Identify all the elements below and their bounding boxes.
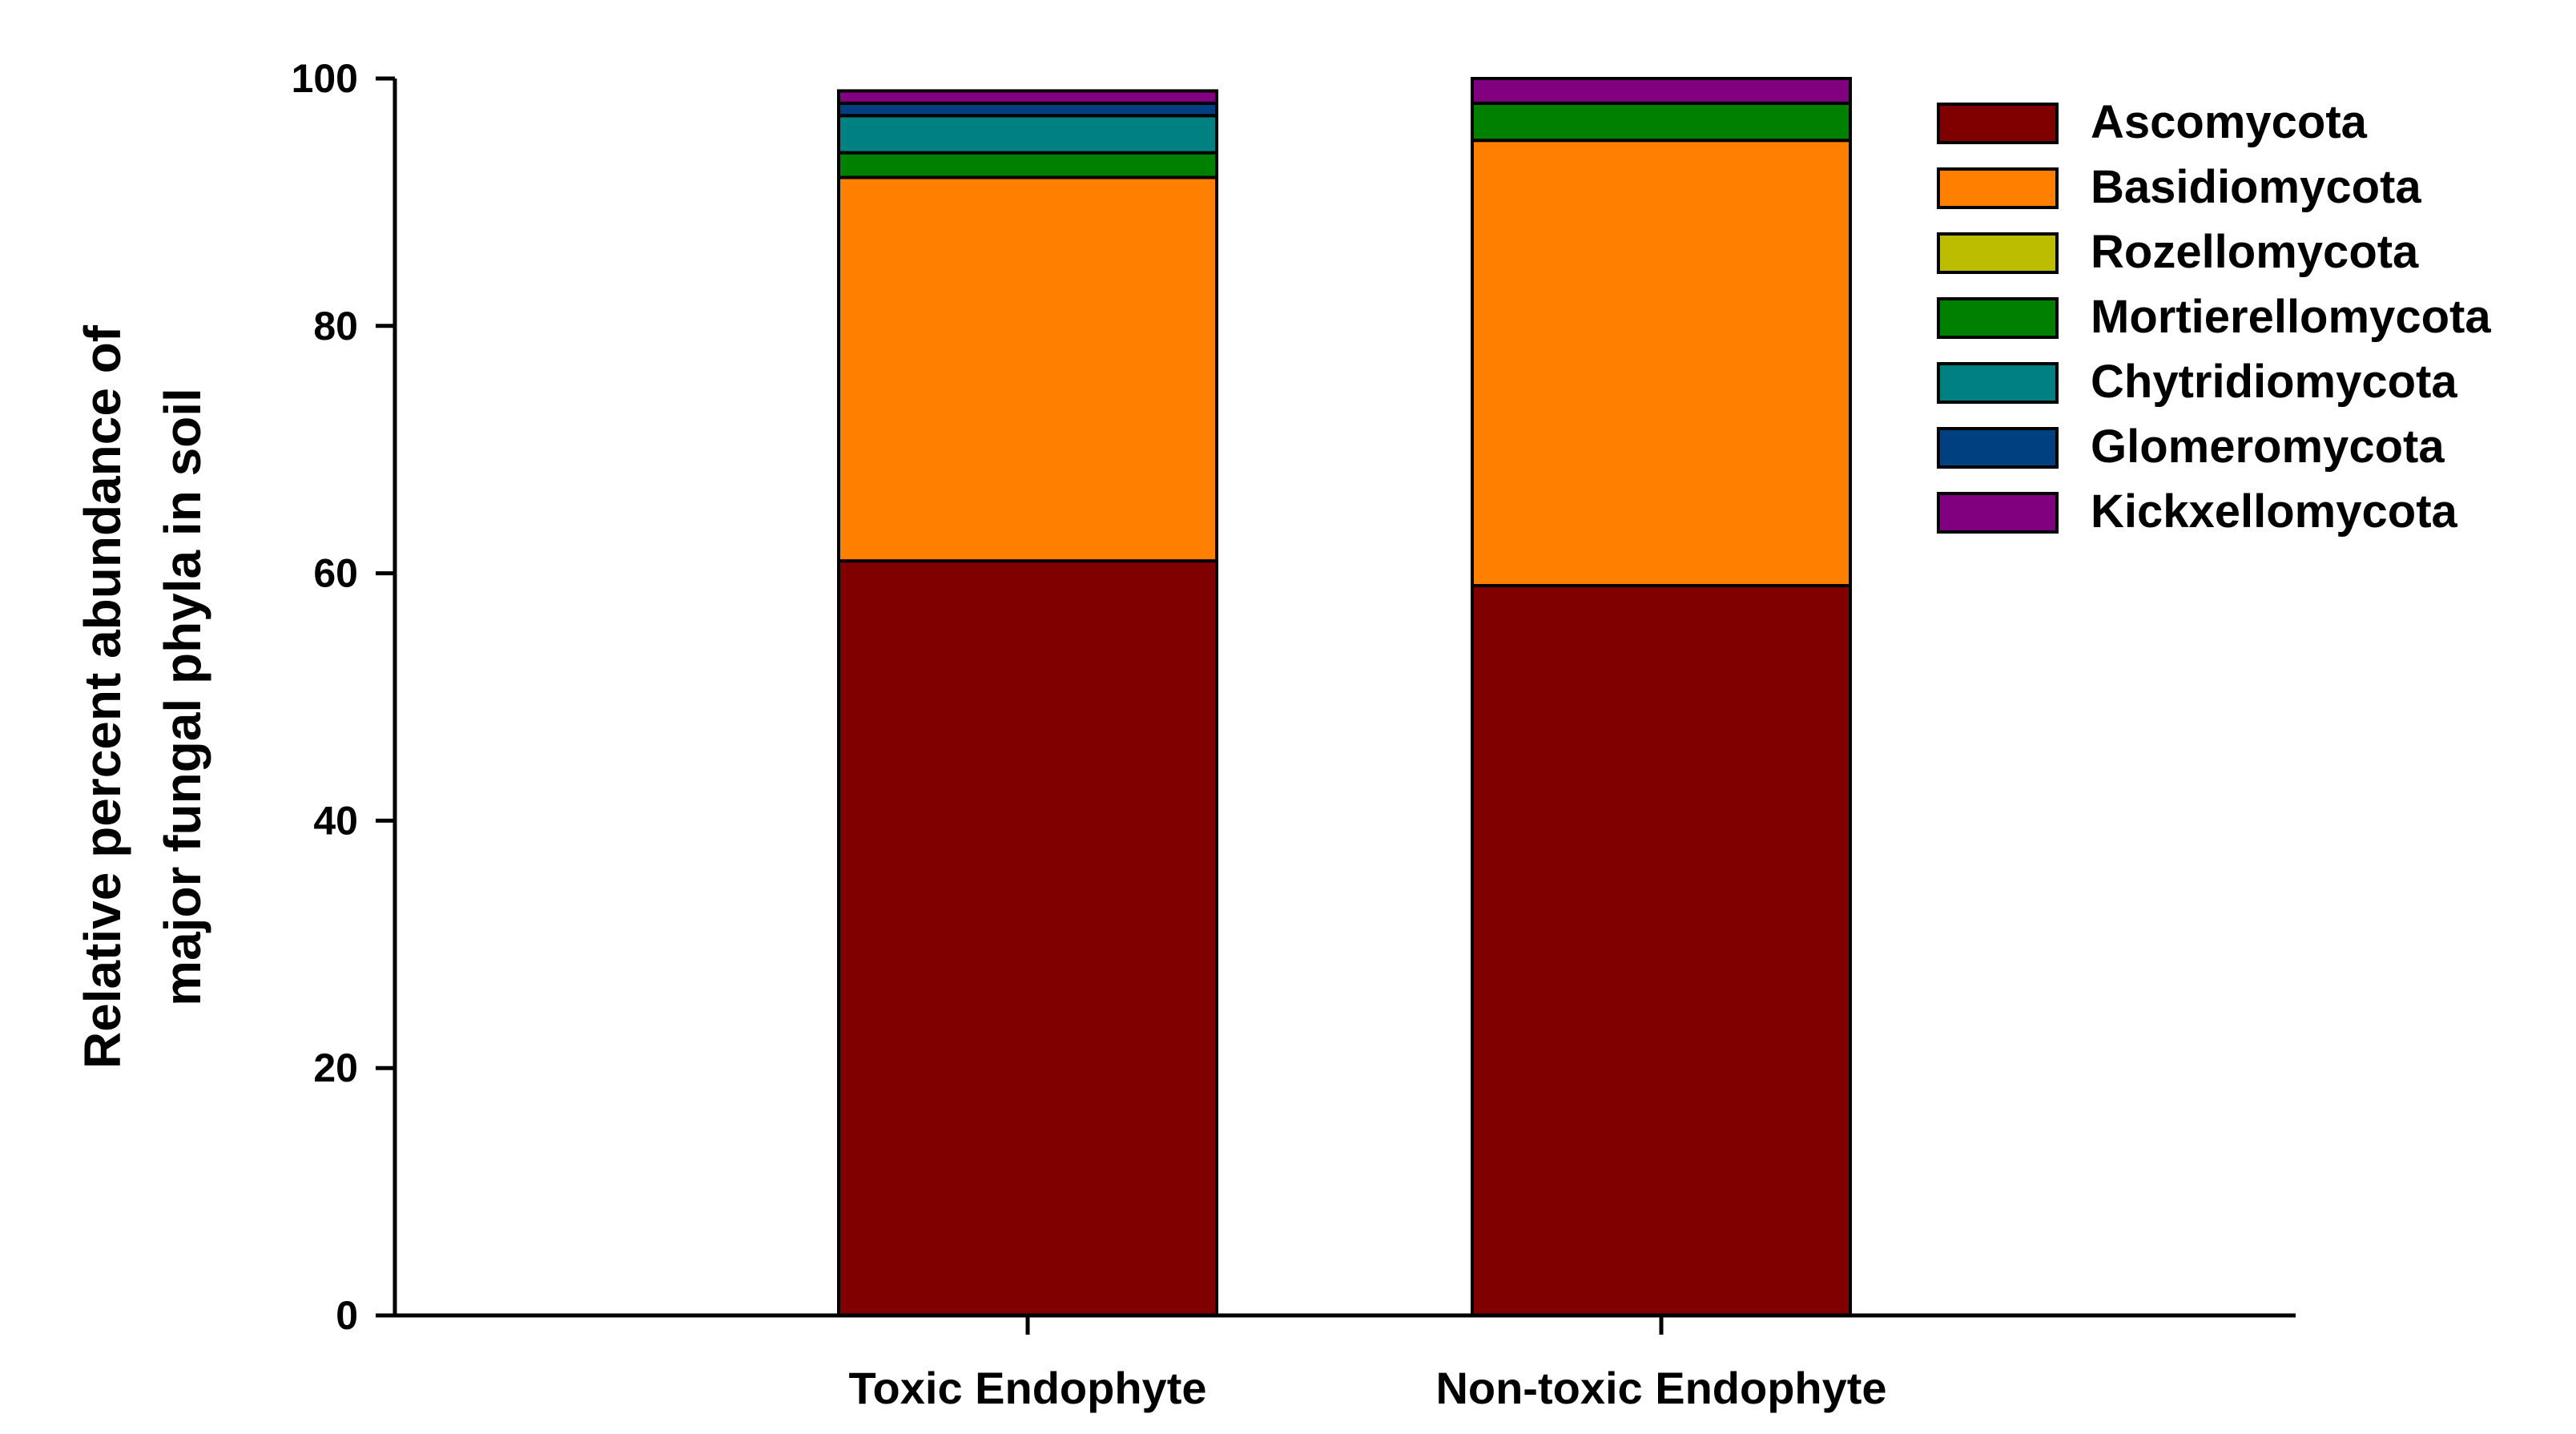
legend-swatch-mortierellomycota [1937,297,2059,339]
y-tick-label: 100 [292,56,358,101]
legend-label-ascomycota: Ascomycota [2091,96,2368,148]
bar-segment-kickxellomycota-2 [1471,77,1852,105]
y-tick-label: 20 [313,1045,358,1090]
legend-swatch-basidiomycota [1937,167,2059,209]
bar-segment-mortierellomycota-2 [1471,101,1852,143]
y-axis-title: Relative percent abundance of major funga… [74,324,211,1069]
y-tick-label: 0 [336,1293,358,1338]
y-tick-label: 80 [313,304,358,348]
legend-swatch-ascomycota [1937,103,2059,144]
legend-swatch-kickxellomycota [1937,492,2059,534]
bar-segment-ascomycota-2 [1471,584,1852,1317]
y-ticks-group: 0 20 40 60 80 100 [292,56,395,1338]
bar-segment-chytridiomycota-1 [837,114,1218,155]
legend: Ascomycota Basidiomycota Rozellomycota Mort… [1937,96,2491,538]
legend-label-kickxellomycota: Kickxellomycota [2091,485,2458,538]
bar-segment-kickxellomycota-1 [837,89,1218,105]
y-axis-title-line-1: Relative percent abundance of [74,324,131,1069]
legend-swatch-rozellomycota [1937,232,2059,274]
legend-swatch-chytridiomycota [1937,362,2059,404]
legend-label-basidiomycota: Basidiomycota [2091,161,2421,213]
legend-label-chytridiomycota: Chytridiomycota [2091,356,2457,408]
legend-label-glomeromycota: Glomeromycota [2091,421,2445,473]
x-ticks-group: Toxic Endophyte Non-toxic Endophyte [849,1315,1887,1413]
axes-group [392,79,2296,1318]
y-tick-label: 60 [313,551,358,596]
bar-segment-basidiomycota-1 [837,175,1218,563]
y-tick-label: 40 [313,798,358,843]
bar-segment-basidiomycota-2 [1471,139,1852,588]
legend-label-rozellomycota: Rozellomycota [2091,226,2419,278]
bars-group [837,77,1852,1317]
x-category-label: Toxic Endophyte [849,1363,1207,1413]
legend-swatch-glomeromycota [1937,427,2059,469]
y-axis-title-line-2: major fungal phyla in soil [154,388,211,1006]
bar-segment-mortierellomycota-1 [837,151,1218,179]
x-category-label: Non-toxic Endophyte [1435,1363,1886,1413]
bar-segment-ascomycota-1 [837,559,1218,1317]
legend-label-mortierellomycota: Mortierellomycota [2091,291,2491,343]
bar-segment-glomeromycota-1 [837,101,1218,118]
